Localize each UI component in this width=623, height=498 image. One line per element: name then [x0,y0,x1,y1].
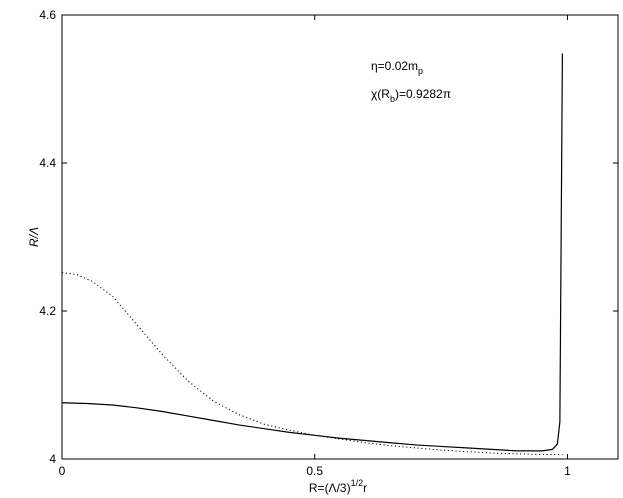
y-tick-label: 4.6 [39,8,56,22]
y-tick-label: 4.2 [39,304,56,318]
annotation-1: η=0.02mp [371,59,423,76]
x-axis-label: R=(Λ/3)1/2r [309,478,367,495]
y-tick-label: 4.4 [39,156,56,170]
series-line-2-dotted [61,272,563,456]
label-layer: R=(Λ/3)1/2r R/Λ η=0.02mp χ(Rb)=0.9282π [27,59,451,495]
tick-layer: 0 0.5 1 4 4.2 4.4 4.6 [39,8,618,478]
x-tick-label: 0 [59,464,66,478]
x-tick-label: 1 [564,464,571,478]
y-tick-label: 4 [49,452,56,466]
plot-border [61,14,619,460]
plot-frame [61,14,619,460]
x-tick-label: 0.5 [306,464,323,478]
annotation-2: χ(Rb)=0.9282π [371,87,451,104]
series-layer [61,53,563,456]
series-line-1-solid [61,53,563,452]
y-axis-label: R/Λ [27,227,41,247]
